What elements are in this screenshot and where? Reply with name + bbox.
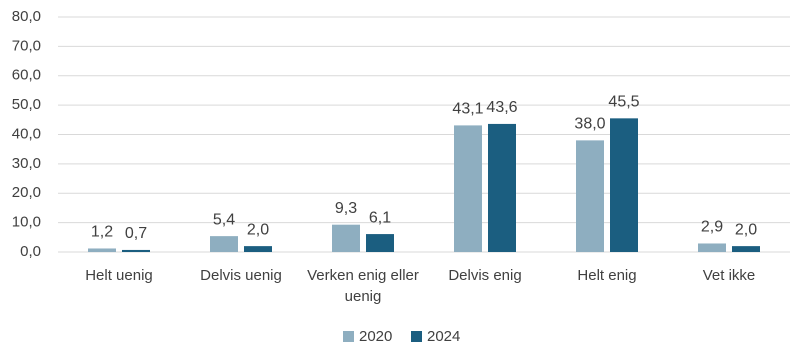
- value-label: 38,0: [574, 116, 605, 133]
- bar: [610, 118, 638, 252]
- value-label: 5,4: [213, 211, 235, 228]
- bar: [698, 243, 726, 252]
- value-label: 43,1: [452, 101, 483, 118]
- y-tick-label: 70,0: [12, 37, 41, 54]
- value-label: 0,7: [125, 225, 147, 242]
- value-label: 6,1: [369, 209, 391, 226]
- value-label: 2,0: [247, 221, 269, 238]
- value-label: 9,3: [335, 200, 357, 217]
- legend-label: 2024: [427, 328, 460, 345]
- y-tick-label: 50,0: [12, 96, 41, 113]
- x-tick-label: Helt uenig: [85, 267, 153, 284]
- bar: [732, 246, 760, 252]
- x-tick-label: Vet ikke: [702, 267, 756, 284]
- y-tick-label: 80,0: [12, 8, 41, 25]
- bar: [332, 224, 360, 252]
- x-tick-label: Delvis uenig: [200, 267, 282, 284]
- y-tick-label: 20,0: [12, 184, 41, 201]
- bar: [488, 123, 516, 252]
- legend-label: 2020: [359, 328, 392, 345]
- legend-swatch: [411, 331, 422, 342]
- y-tick-label: 40,0: [12, 125, 41, 142]
- x-tick-label: Helt enig: [577, 267, 637, 284]
- bar: [210, 236, 238, 252]
- y-tick-label: 60,0: [12, 67, 41, 84]
- y-tick-label: 30,0: [12, 155, 41, 172]
- y-tick-label: 10,0: [12, 214, 41, 231]
- value-label: 45,5: [608, 94, 639, 111]
- bar: [88, 248, 116, 252]
- bar: [244, 246, 272, 252]
- x-tick-label: Delvis enig: [448, 267, 522, 284]
- bar: [366, 234, 394, 252]
- bar: [454, 125, 482, 252]
- value-label: 43,6: [486, 99, 517, 116]
- bar: [122, 249, 150, 252]
- value-label: 1,2: [91, 224, 113, 241]
- value-label: 2,0: [735, 221, 757, 238]
- x-tick-label: Verken enig eller uenig: [307, 267, 419, 305]
- value-label: 2,9: [701, 219, 723, 236]
- bar: [576, 140, 604, 252]
- legend-swatch: [343, 331, 354, 342]
- y-tick-label: 0,0: [20, 243, 41, 260]
